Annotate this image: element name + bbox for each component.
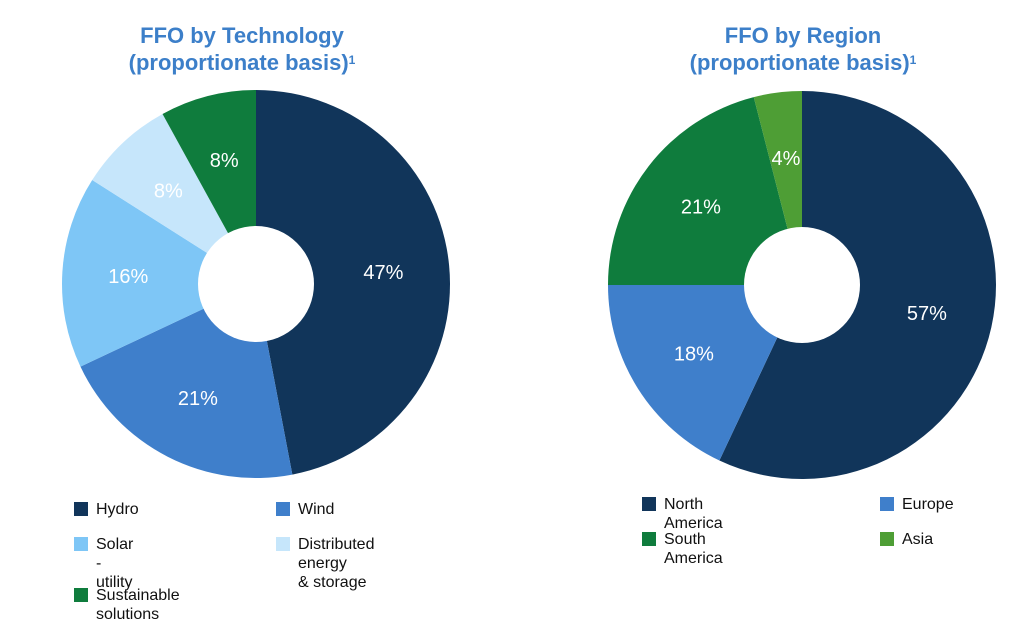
region-legend-label: Europe	[902, 496, 954, 513]
technology-legend-item-wind: Wind	[276, 500, 334, 519]
region-legend-item-asia: Asia	[880, 530, 933, 549]
region-legend-label: South America	[664, 531, 723, 567]
region-chart-title-line1: FFO by Region	[724, 23, 882, 48]
technology-slice-solar-utility	[62, 180, 256, 367]
region-legend-item-south-america: South America	[642, 530, 723, 568]
technology-legend-item-distributed-energy-storage: Distributed energy & storage	[276, 535, 374, 592]
region-data-label-asia: 4%	[772, 148, 801, 170]
technology-data-label-wind: 21%	[178, 388, 218, 410]
region-chart-subtitle: (proportionate basis)	[689, 50, 910, 75]
technology-legend-label: Hydro	[96, 501, 139, 518]
technology-data-label-solar-utility: 16%	[108, 266, 148, 288]
technology-data-label-sustainable-solutions: 8%	[210, 150, 239, 172]
region-data-label-north-america: 57%	[907, 303, 947, 325]
region-legend-swatch	[880, 497, 894, 511]
technology-legend-swatch	[74, 502, 88, 516]
region-legend-label: North America	[664, 496, 723, 532]
region-legend-item-north-america: North America	[642, 495, 723, 533]
technology-legend-swatch	[276, 502, 290, 516]
region-slice-south-america	[608, 97, 802, 285]
technology-legend-swatch	[276, 537, 290, 551]
technology-legend-swatch	[74, 588, 88, 602]
technology-legend-label: Sustainable solutions	[96, 587, 180, 623]
technology-donut-chart: 47% 21% 16% 8% 8% 57% 18% 21% 4%	[62, 90, 997, 479]
region-legend-label: Asia	[902, 531, 934, 548]
technology-chart-title: FFO by Technology (proportionate basis)1	[92, 22, 392, 76]
technology-legend-item-sustainable-solutions: Sustainable solutions	[74, 586, 180, 624]
region-chart-footnote-marker: 1	[909, 53, 917, 67]
region-data-label-europe: 18%	[674, 344, 714, 366]
technology-donut-hole	[198, 226, 314, 342]
technology-slice-distributed-energy-storage	[92, 113, 257, 284]
technology-legend-label: Wind	[298, 501, 335, 518]
technology-chart-subtitle: (proportionate basis)	[128, 50, 349, 75]
technology-legend-label: Distributed energy & storage	[298, 536, 375, 591]
region-legend-swatch	[880, 532, 894, 546]
technology-data-label-distributed-energy-storage: 8%	[154, 181, 183, 203]
technology-data-label-hydro: 47%	[363, 262, 403, 284]
region-slice-europe	[608, 285, 802, 461]
region-donut-hole	[744, 227, 860, 343]
technology-chart-footnote-marker: 1	[348, 53, 356, 67]
region-legend-swatch	[642, 497, 656, 511]
technology-slice-hydro	[256, 90, 450, 475]
region-data-label-south-america: 21%	[681, 197, 721, 219]
technology-legend-item-solar-utility: Solar - utility	[74, 535, 133, 592]
technology-legend-swatch	[74, 537, 88, 551]
technology-chart-title-line1: FFO by Technology	[140, 23, 344, 48]
technology-legend-label: Solar - utility	[96, 536, 134, 591]
technology-chart-subtitle-line: (proportionate basis)1	[92, 49, 392, 76]
region-chart-subtitle-line: (proportionate basis)1	[668, 49, 938, 76]
region-chart-title: FFO by Region (proportionate basis)1	[668, 22, 938, 76]
technology-legend-item-hydro: Hydro	[74, 500, 139, 519]
region-legend-swatch	[642, 532, 656, 546]
region-legend-item-europe: Europe	[880, 495, 954, 514]
